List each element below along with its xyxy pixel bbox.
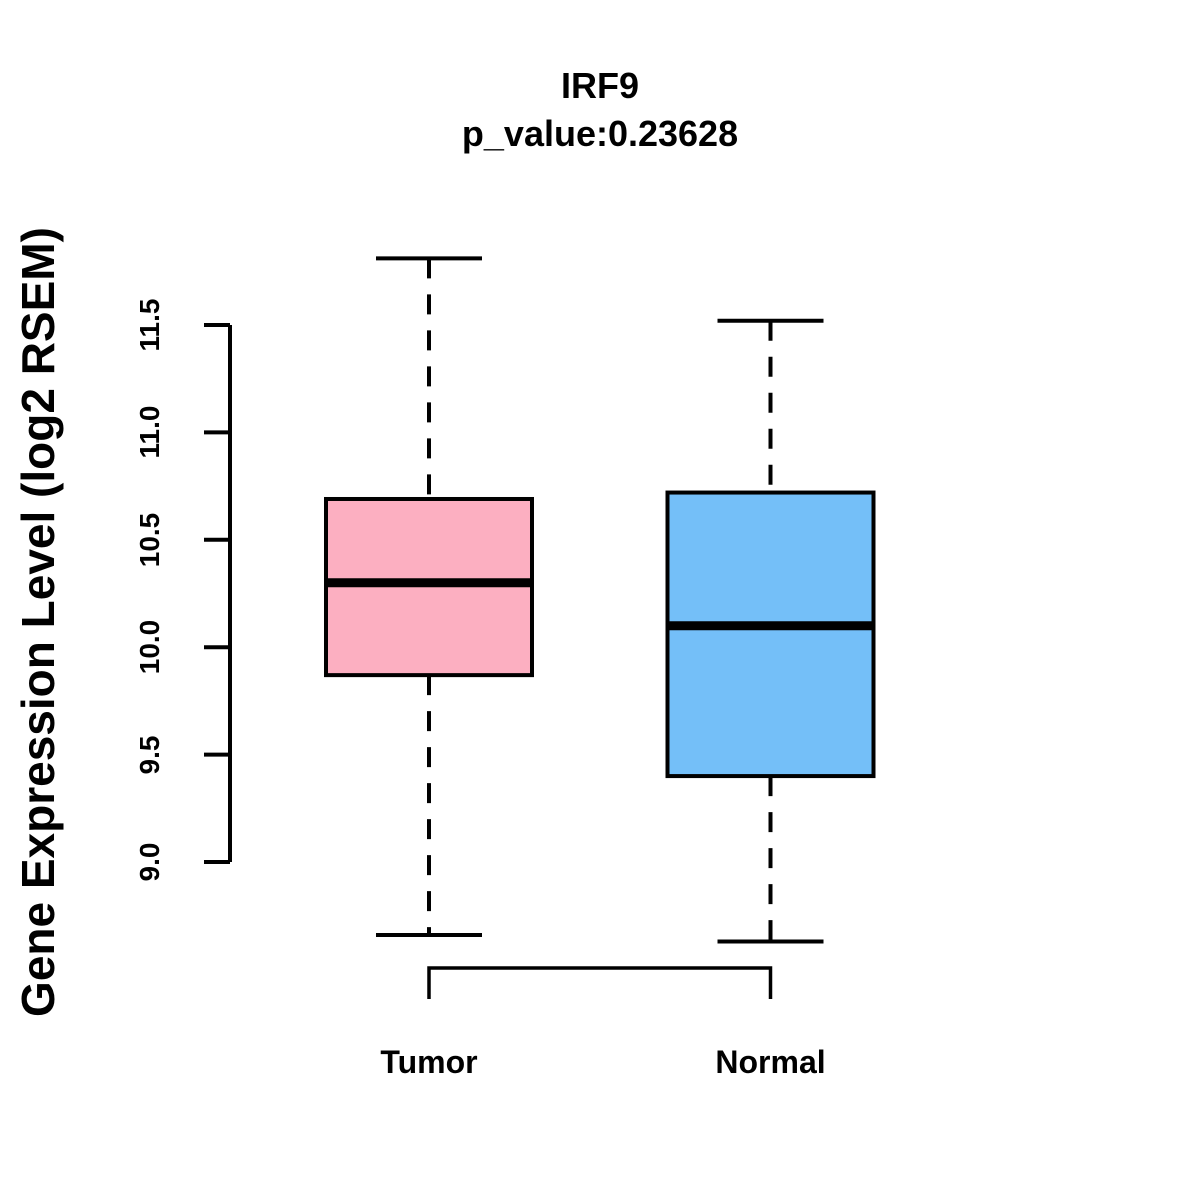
y-tick-label: 9.0 xyxy=(134,842,165,882)
x-category-label-normal: Normal xyxy=(715,1044,826,1080)
x-axis-line xyxy=(427,966,773,999)
y-tick-label: 9.5 xyxy=(134,735,165,775)
normal-boxplot xyxy=(665,318,876,944)
y-tick-label: 10.0 xyxy=(134,619,165,675)
chart-title: IRF9 xyxy=(560,65,639,106)
iqr-box xyxy=(665,490,876,779)
y-tick-label: 10.5 xyxy=(134,512,165,568)
y-tick-label: 11.5 xyxy=(134,298,165,352)
x-category-label-tumor: Tumor xyxy=(380,1044,478,1080)
chart-subtitle-pvalue: p_value:0.23628 xyxy=(461,113,739,154)
tumor-boxplot xyxy=(324,256,534,938)
y-tick-label: 11.0 xyxy=(134,405,165,459)
